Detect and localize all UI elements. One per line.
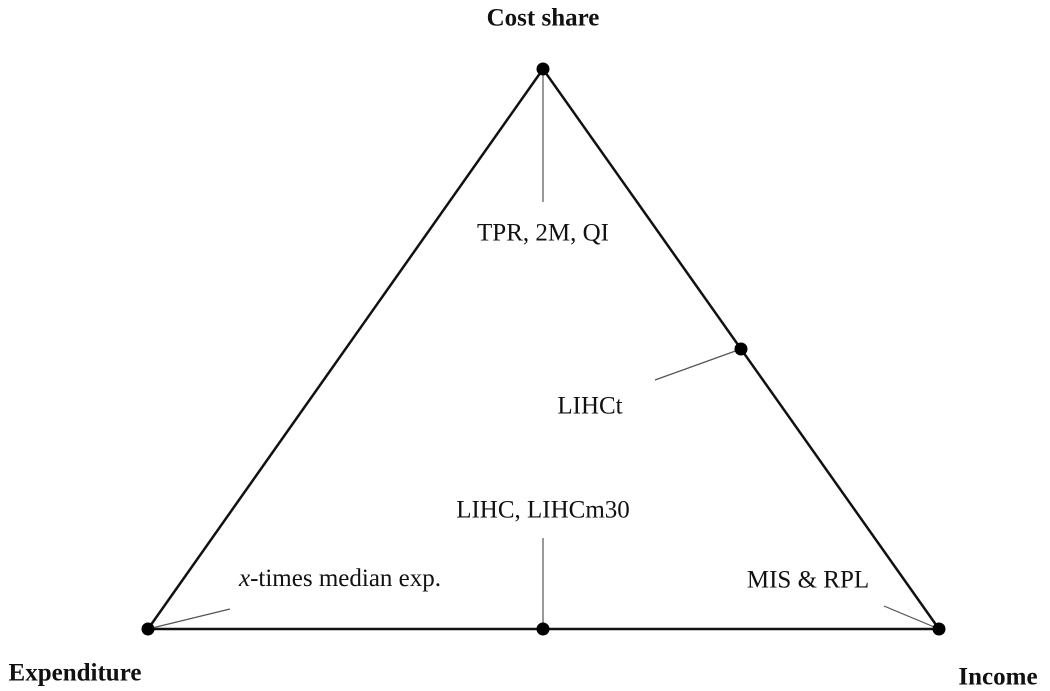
vertex-label: Cost share (487, 5, 600, 32)
label: MIS & RPL (747, 567, 869, 594)
vertex-label: Income (958, 664, 1037, 691)
label: TPR, 2M, QI (477, 220, 609, 247)
points (141, 62, 946, 636)
point (536, 62, 550, 76)
label: LIHCt (557, 393, 622, 420)
leader-lines (147, 69, 940, 630)
point (536, 622, 550, 636)
leader-line (147, 608, 231, 630)
label-text: -times median exp. (250, 565, 441, 592)
label-variable: x (238, 565, 250, 592)
vertex-label: Expenditure (9, 660, 142, 687)
point (932, 622, 946, 636)
leader-line (654, 348, 742, 381)
point (734, 342, 748, 356)
label: x-times median exp. (238, 565, 441, 592)
label: LIHC, LIHCm30 (456, 497, 630, 524)
point (141, 622, 155, 636)
leader-line (883, 605, 940, 630)
